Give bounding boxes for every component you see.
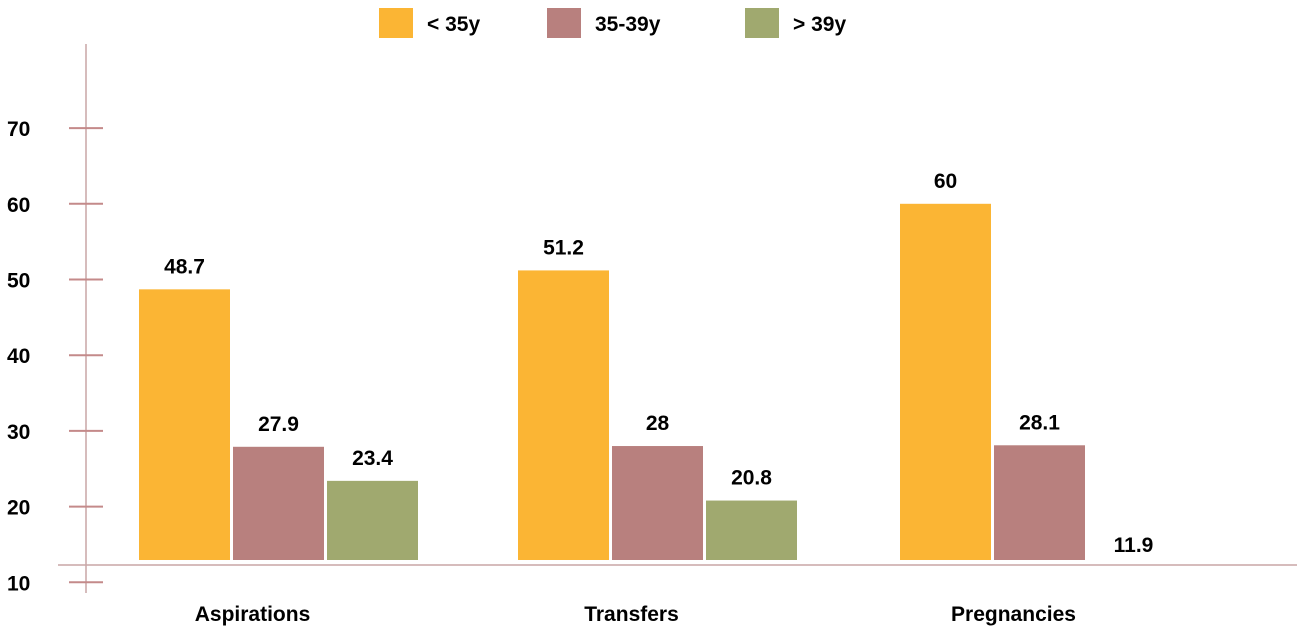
bars-group <box>139 203 1085 561</box>
legend-label-series-3: > 39y <box>793 13 846 36</box>
y-tick-label: 20 <box>7 497 30 520</box>
bar-pregnancies-series-2 <box>994 445 1085 560</box>
bar-pregnancies-series-1 <box>900 203 991 561</box>
bar-aspirations-series-2 <box>233 446 324 560</box>
legend-label-series-1: < 35y <box>427 13 480 36</box>
data-label-aspirations-series-1: 48.7 <box>164 255 205 278</box>
category-label-transfers: Transfers <box>584 603 679 626</box>
category-label-aspirations: Aspirations <box>195 603 311 626</box>
data-label-aspirations-series-3: 23.4 <box>352 447 393 470</box>
y-tick-label: 50 <box>7 270 30 293</box>
y-tick-label: 70 <box>7 118 30 141</box>
data-label-transfers-series-3: 20.8 <box>731 467 772 490</box>
data-label-aspirations-series-2: 27.9 <box>258 413 299 436</box>
bar-aspirations-series-3 <box>327 480 418 560</box>
bar-transfers-series-2 <box>612 446 703 560</box>
bar-aspirations-series-1 <box>139 289 230 560</box>
y-tick-label: 10 <box>7 572 30 595</box>
data-label-transfers-series-2: 28 <box>646 412 670 435</box>
legend-swatch-series-3 <box>745 8 779 38</box>
data-label-pregnancies-series-2: 28.1 <box>1019 411 1060 434</box>
bar-transfers-series-3 <box>706 500 797 560</box>
category-label-pregnancies: Pregnancies <box>951 603 1076 626</box>
chart-legend: < 35y 35-39y > 39y <box>379 8 846 38</box>
legend-swatch-series-2 <box>547 8 581 38</box>
legend-swatch-series-1 <box>379 8 413 38</box>
y-axis: 10 20 30 40 50 60 70 <box>7 44 103 595</box>
data-label-transfers-series-1: 51.2 <box>543 236 584 259</box>
data-labels-group: 48.7 27.9 23.4 51.2 28 20.8 60 28.1 11.9 <box>164 170 1153 557</box>
y-tick-label: 60 <box>7 194 30 217</box>
data-label-pregnancies-series-3: 11.9 <box>1114 534 1154 557</box>
bar-transfers-series-1 <box>518 270 609 560</box>
y-tick-label: 30 <box>7 421 30 444</box>
data-label-pregnancies-series-1: 60 <box>934 170 957 193</box>
y-tick-label: 40 <box>7 345 30 368</box>
legend-label-series-2: 35-39y <box>595 13 661 36</box>
category-labels-group: Aspirations Transfers Pregnancies <box>195 603 1076 626</box>
